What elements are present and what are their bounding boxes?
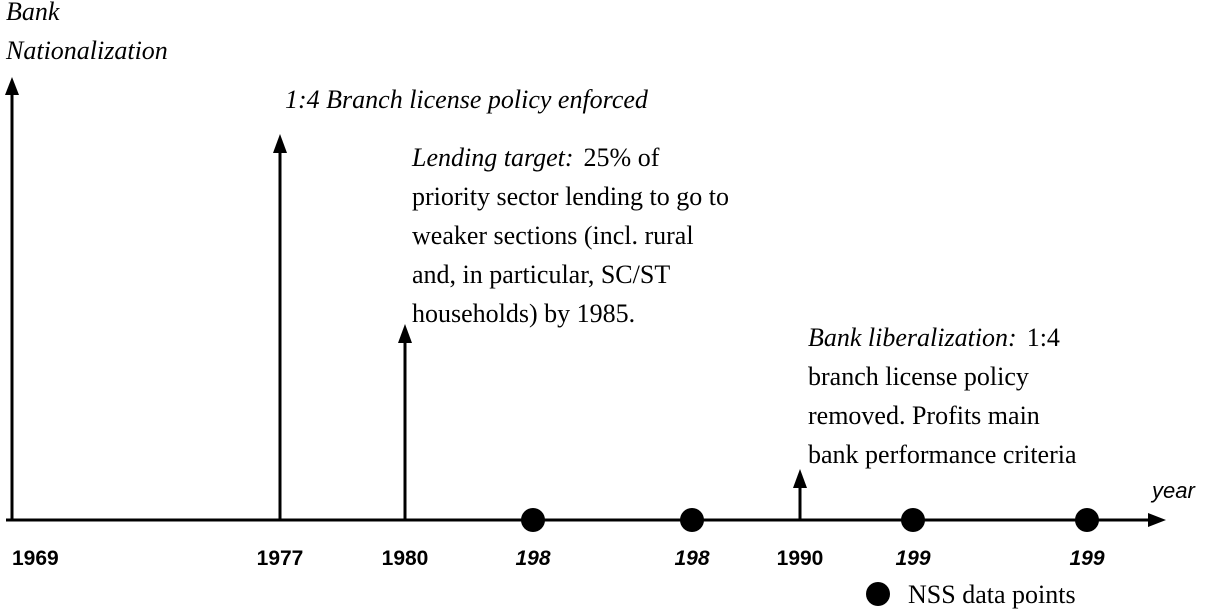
axis-arrowhead: [1148, 513, 1166, 527]
event-text: and, in particular, SC/ST: [412, 260, 670, 289]
event-lead: Lending target:: [411, 143, 574, 172]
arrowhead: [5, 77, 19, 95]
event-text: bank performance criteria: [808, 440, 1077, 469]
event-text: households) by 1985.: [412, 299, 635, 328]
event-text: branch license policy: [808, 362, 1029, 391]
nss-point: [901, 508, 925, 532]
arrowhead: [273, 134, 287, 153]
axis-label: year: [1150, 478, 1196, 503]
event-text: 25% of: [584, 143, 660, 172]
tick-label: 198: [515, 547, 550, 570]
event-label: Bank: [6, 0, 60, 26]
legend-marker: [866, 582, 890, 606]
legend-label: NSS data points: [908, 580, 1076, 609]
nss-point: [680, 508, 704, 532]
event-lead: Bank liberalization:: [808, 323, 1017, 352]
tick-label: 199: [1069, 547, 1104, 570]
tick-label: 199: [895, 547, 930, 570]
tick-label: 1980: [382, 547, 429, 570]
event-text: removed. Profits main: [808, 401, 1040, 430]
event-label: 1:4 Branch license policy enforced: [285, 85, 649, 114]
event-label: Nationalization: [5, 36, 168, 65]
nss-point: [1075, 508, 1099, 532]
nss-point: [521, 508, 545, 532]
tick-label: 1977: [257, 547, 304, 570]
tick-label: 198: [674, 547, 709, 570]
event-label: Bank liberalization: 1:4: [808, 323, 1060, 352]
event-text: priority sector lending to go to: [412, 182, 729, 211]
event-text: 1:4: [1027, 323, 1060, 352]
arrowhead: [398, 324, 412, 343]
event-label: Lending target: 25% of: [411, 143, 660, 172]
event-text: weaker sections (incl. rural: [412, 221, 694, 250]
tick-label: 1969: [12, 547, 59, 570]
arrowhead: [793, 469, 807, 488]
tick-label: 1990: [777, 547, 824, 570]
